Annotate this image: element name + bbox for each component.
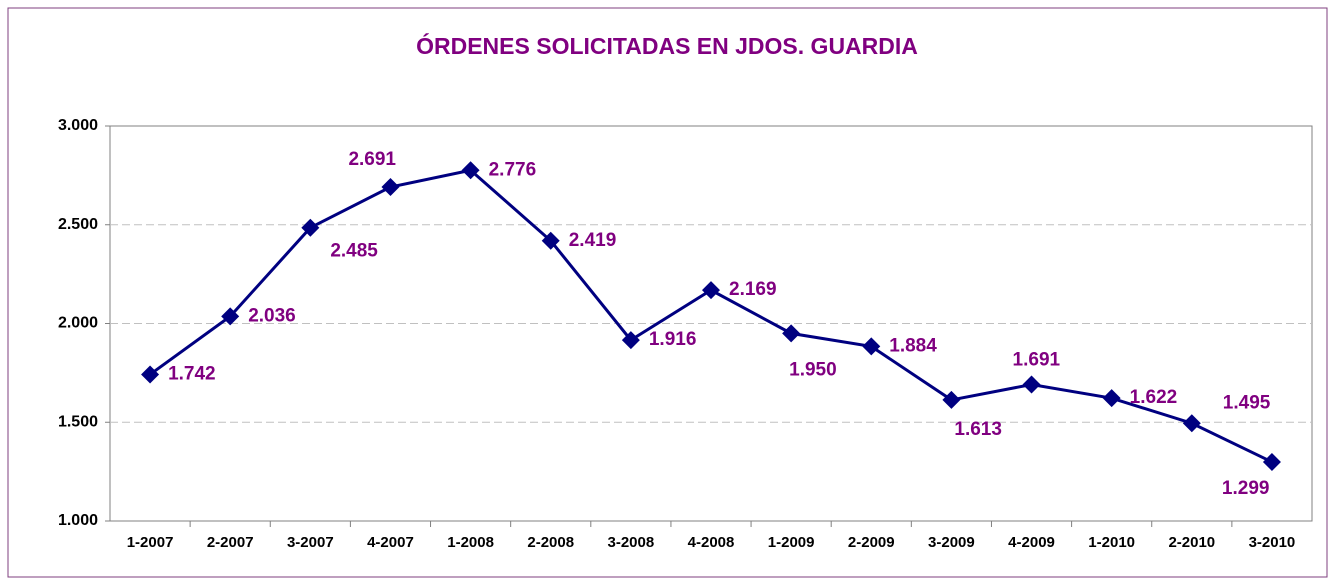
data-label: 1.691	[1013, 350, 1061, 371]
marker	[461, 161, 480, 180]
x-tick-label: 2-2010	[1168, 534, 1215, 551]
marker	[1262, 452, 1281, 471]
data-label: 2.036	[248, 305, 296, 326]
x-tick-label: 2-2009	[848, 534, 895, 551]
marker	[942, 390, 961, 409]
data-label: 1.742	[168, 363, 216, 384]
data-label: 2.776	[489, 159, 537, 180]
x-tick-label: 4-2009	[1008, 534, 1055, 551]
chart-border	[7, 7, 1328, 578]
x-tick-label: 2-2008	[527, 534, 574, 551]
data-label: 1.299	[1222, 478, 1270, 499]
y-tick-label: 2.500	[58, 216, 98, 233]
data-label: 1.613	[954, 419, 1002, 440]
marker	[621, 331, 640, 350]
marker	[301, 218, 320, 237]
marker	[1022, 375, 1041, 394]
x-tick-label: 1-2007	[127, 534, 174, 551]
data-label: 1.950	[789, 359, 837, 380]
x-tick-label: 4-2008	[688, 534, 735, 551]
x-tick-label: 3-2010	[1249, 534, 1296, 551]
marker	[1102, 389, 1121, 408]
data-label: 1.495	[1223, 392, 1271, 413]
y-tick-label: 1.000	[58, 512, 98, 529]
data-label: 2.691	[348, 149, 396, 170]
data-label: 1.884	[889, 335, 937, 356]
marker	[1182, 414, 1201, 433]
x-tick-label: 3-2007	[287, 534, 334, 551]
data-label: 1.622	[1130, 387, 1178, 408]
x-tick-label: 3-2009	[928, 534, 975, 551]
marker	[381, 178, 400, 197]
data-label: 2.169	[729, 279, 777, 300]
marker	[782, 324, 801, 343]
x-tick-label: 1-2009	[768, 534, 815, 551]
marker	[221, 307, 240, 326]
x-tick-label: 3-2008	[608, 534, 655, 551]
x-tick-label: 4-2007	[367, 534, 414, 551]
data-label: 2.485	[330, 241, 378, 262]
x-tick-label: 1-2008	[447, 534, 494, 551]
data-label: 2.419	[569, 230, 617, 251]
marker	[862, 337, 881, 356]
x-tick-label: 2-2007	[207, 534, 254, 551]
y-tick-label: 1.500	[58, 413, 98, 430]
data-label: 1.916	[649, 329, 697, 350]
marker	[702, 281, 720, 300]
x-tick-label: 1-2010	[1088, 534, 1135, 551]
marker	[141, 365, 160, 384]
y-tick-label: 3.000	[58, 117, 98, 134]
marker	[541, 231, 560, 250]
chart-title: ÓRDENES SOLICITADAS EN JDOS. GUARDIA	[416, 32, 918, 59]
y-tick-label: 2.000	[58, 315, 98, 332]
